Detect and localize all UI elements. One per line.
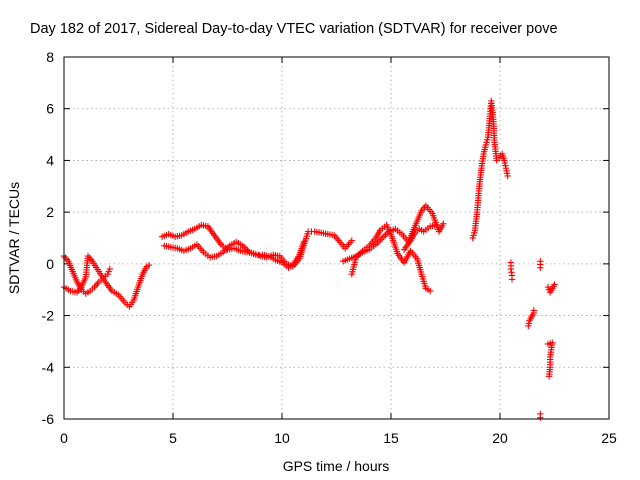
data-point [440, 220, 447, 227]
data-point [377, 236, 384, 243]
y-tick-label: 8 [46, 49, 54, 65]
data-point [374, 239, 381, 247]
y-tick-label: -6 [42, 411, 55, 427]
data-point [551, 281, 558, 288]
data-point [545, 373, 553, 380]
data-point [300, 238, 307, 246]
y-tick-label: 0 [46, 256, 54, 272]
x-axis-ticks: 0 5 10 15 20 25 [60, 57, 617, 446]
data-point [223, 245, 230, 253]
y-tick-label: 2 [46, 204, 54, 220]
data-point [106, 265, 113, 273]
y-axis-label: SDTVAR / TECUs [6, 182, 22, 294]
data-point [382, 231, 389, 238]
x-tick-label: 5 [169, 430, 177, 446]
data-point [379, 234, 386, 242]
y-tick-label: 4 [46, 152, 54, 168]
data-point [530, 307, 537, 314]
data-point [348, 237, 355, 244]
data-point [504, 172, 511, 180]
data-point [427, 287, 434, 295]
data-marks [60, 97, 558, 421]
y-tick-label: -2 [42, 308, 55, 324]
chart-title: Day 182 of 2017, Sidereal Day-to-day VTE… [30, 21, 558, 37]
y-tick-label: -4 [42, 359, 55, 375]
x-tick-label: 0 [60, 430, 68, 446]
data-point [508, 276, 516, 283]
x-tick-label: 10 [274, 430, 290, 446]
data-point [433, 221, 440, 229]
plot-frame [63, 56, 610, 420]
data-point [380, 233, 388, 240]
data-point [537, 414, 544, 421]
data-point [145, 261, 153, 269]
y-tick-label: 6 [46, 101, 54, 117]
x-tick-label: 25 [601, 430, 617, 446]
x-tick-label: 15 [383, 430, 399, 446]
grid-lines [64, 57, 609, 419]
x-axis-label: GPS time / hours [283, 458, 390, 474]
x-tick-label: 20 [492, 430, 508, 446]
y-axis-ticks: -6 -4 -2 0 2 4 6 8 [42, 49, 609, 427]
data-point [537, 264, 544, 271]
